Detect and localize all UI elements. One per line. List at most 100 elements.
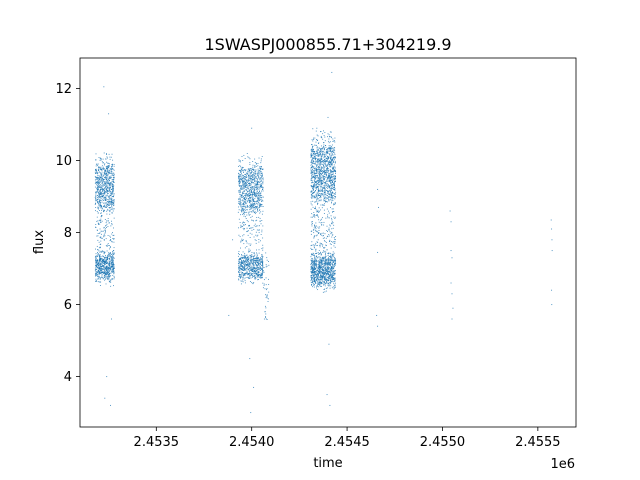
- data-point: [331, 181, 333, 183]
- data-point: [249, 176, 251, 178]
- data-point: [322, 259, 324, 261]
- data-point: [328, 272, 330, 274]
- data-point: [317, 155, 319, 157]
- data-point: [243, 209, 245, 211]
- data-point: [316, 274, 317, 275]
- data-point: [259, 277, 261, 279]
- data-point: [321, 224, 323, 226]
- data-point: [320, 265, 322, 267]
- data-point: [249, 169, 251, 171]
- data-point: [333, 188, 334, 190]
- data-point: [112, 261, 114, 263]
- data-point: [108, 162, 109, 164]
- data-point: [257, 197, 259, 199]
- data-point: [254, 165, 256, 166]
- data-point: [251, 182, 252, 183]
- data-point: [261, 176, 263, 178]
- data-point: [258, 196, 260, 198]
- data-point: [319, 160, 321, 161]
- data-point: [241, 166, 243, 168]
- data-point: [323, 179, 325, 180]
- data-point: [240, 170, 242, 172]
- data-point: [252, 207, 254, 209]
- data-point: [324, 185, 326, 187]
- data-point: [324, 282, 326, 284]
- data-point: [257, 168, 259, 170]
- data-point: [245, 195, 247, 197]
- data-point: [249, 249, 251, 251]
- data-point: [324, 279, 326, 281]
- data-point: [245, 194, 247, 196]
- data-point: [330, 265, 332, 267]
- data-point: [104, 228, 106, 230]
- data-point: [112, 163, 114, 165]
- data-point: [100, 196, 102, 198]
- data-point: [238, 218, 240, 220]
- data-point: [323, 273, 325, 275]
- data-point: [94, 199, 96, 201]
- data-point: [311, 177, 313, 179]
- data-point: [103, 262, 105, 264]
- data-point: [311, 143, 312, 145]
- data-point: [331, 228, 333, 230]
- data-point: [110, 254, 112, 256]
- data-point: [239, 182, 241, 184]
- data-point: [241, 210, 243, 212]
- data-point: [326, 274, 328, 276]
- data-point: [321, 190, 323, 192]
- data-point: [101, 215, 103, 217]
- data-point: [331, 219, 333, 221]
- data-point: [314, 190, 316, 192]
- data-point: [328, 235, 330, 237]
- data-point: [332, 281, 334, 283]
- data-point: [312, 149, 314, 151]
- data-point: [244, 182, 246, 184]
- data-point: [246, 274, 248, 276]
- data-point: [330, 275, 332, 277]
- data-point: [254, 194, 256, 196]
- data-point: [97, 175, 99, 176]
- data-point: [327, 167, 329, 169]
- data-point: [257, 198, 259, 200]
- data-point: [312, 283, 314, 285]
- data-point: [256, 210, 258, 212]
- data-point: [238, 227, 240, 229]
- data-point: [110, 265, 112, 267]
- data-point: [322, 187, 324, 189]
- data-point: [251, 204, 253, 205]
- data-point: [105, 273, 107, 275]
- data-point: [99, 190, 101, 192]
- data-point: [326, 273, 328, 274]
- data-point: [334, 180, 335, 182]
- data-point: [247, 201, 248, 203]
- data-point: [107, 171, 108, 173]
- data-point: [249, 267, 251, 269]
- data-point: [252, 175, 254, 177]
- data-point: [328, 270, 330, 272]
- data-point: [248, 251, 250, 253]
- data-point: [253, 252, 255, 254]
- data-point: [312, 244, 314, 246]
- data-point: [260, 168, 262, 170]
- data-point: [256, 256, 258, 258]
- data-point: [334, 274, 336, 275]
- data-point: [324, 260, 326, 262]
- data-point: [315, 177, 317, 179]
- data-point: [324, 283, 326, 285]
- data-point: [104, 232, 106, 234]
- data-point: [332, 272, 334, 274]
- data-point: [324, 182, 326, 184]
- data-point: [317, 160, 319, 162]
- data-point: [327, 196, 329, 198]
- data-point: [260, 257, 261, 259]
- data-point: [97, 169, 99, 171]
- data-point: [96, 187, 98, 189]
- data-point: [249, 237, 251, 238]
- data-point: [332, 211, 334, 212]
- data-point: [255, 180, 257, 182]
- data-point: [246, 204, 248, 206]
- data-point: [247, 171, 249, 173]
- data-point: [327, 263, 329, 265]
- data-point: [324, 267, 326, 269]
- data-point: [254, 267, 256, 269]
